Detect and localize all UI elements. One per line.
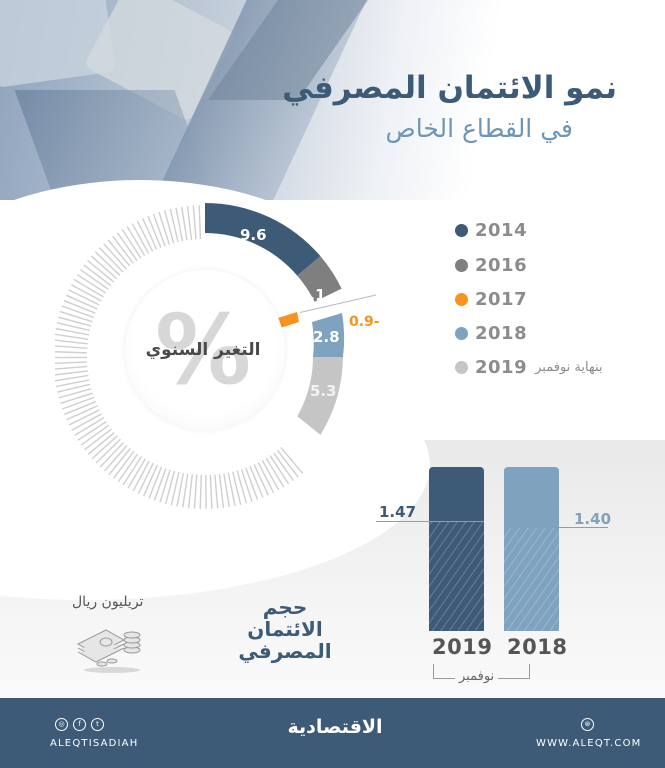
legend-item-2016: 2016 <box>455 254 528 276</box>
legend-dot <box>455 223 468 237</box>
legend-item-2019: 2019 بنهاية نوفمبر <box>455 356 603 378</box>
legend-item-2017: 2017 <box>455 288 528 310</box>
social-handle[interactable]: ALEQTISADIAH <box>50 738 139 749</box>
globe-icon: ⊛ <box>581 718 594 731</box>
unit-label: تريليون ريال <box>72 594 144 610</box>
bar-year-2018: 2018 <box>507 635 568 659</box>
legend-note: بنهاية نوفمبر <box>535 359 603 375</box>
brand-logo: الاقتصادية <box>287 716 383 738</box>
volume-title-line1: حجم <box>262 595 308 619</box>
instagram-icon[interactable]: ◎ <box>55 718 68 731</box>
footer: ◎ f t ALEQTISADIAH الاقتصادية ⊛ WWW.ALEQ… <box>0 698 665 768</box>
volume-title-line2: الائتمان المصرفي <box>238 617 332 663</box>
legend-year: 2019 <box>475 356 528 378</box>
hatched-remainder <box>55 205 304 510</box>
percent-symbol: % <box>155 294 252 406</box>
legend-dot <box>455 258 468 272</box>
legend-year: 2014 <box>475 219 528 241</box>
legend-dot <box>455 292 468 306</box>
twitter-icon[interactable]: t <box>91 718 104 731</box>
money-icon <box>76 629 141 673</box>
segment-label-2019: 5.3 <box>310 382 337 400</box>
segment-label-2014: 9.6 <box>240 226 267 244</box>
bar-hatch <box>429 521 484 631</box>
bar-2019 <box>429 467 484 631</box>
legend-dot <box>455 360 468 374</box>
segment-2014 <box>205 203 321 276</box>
legend-dot <box>455 326 468 340</box>
page-subtitle: في القطاع الخاص <box>385 114 573 143</box>
volume-title: حجم الائتمان المصرفي <box>200 596 370 662</box>
donut-center <box>125 270 285 430</box>
month-label: نوفمبر <box>455 669 499 684</box>
legend-year: 2016 <box>475 254 528 276</box>
website-link[interactable]: WWW.ALEQT.COM <box>536 738 642 749</box>
segment-2018 <box>312 313 345 357</box>
segment-label-2018: 2.8 <box>313 328 340 346</box>
donut-center-label: التغير السنوي <box>145 340 261 360</box>
legend-item-2018: 2018 <box>455 322 528 344</box>
facebook-icon[interactable]: f <box>73 718 86 731</box>
segment-label-2016: 2.1 <box>299 286 326 304</box>
value-line-2019 <box>376 521 484 522</box>
segment-2017 <box>278 312 299 328</box>
bar-year-2019: 2019 <box>432 635 493 659</box>
segment-2016 <box>297 256 342 302</box>
bar-hatch <box>504 527 559 631</box>
annual-change-donut-chart <box>55 203 345 510</box>
legend-item-2014: 2014 <box>455 219 528 241</box>
bar-value-2019: 1.47 <box>379 503 417 521</box>
segment-2019 <box>297 357 343 435</box>
legend-year: 2017 <box>475 288 528 310</box>
value-line-2018 <box>504 527 608 528</box>
legend-year: 2018 <box>475 322 528 344</box>
bar-2018 <box>504 467 559 631</box>
hero-banner <box>0 0 665 200</box>
bar-value-2018: 1.40 <box>574 510 612 528</box>
segment-label-2017: 0.9- <box>349 314 380 330</box>
page-title: نمو الائتمان المصرفي <box>282 70 617 106</box>
